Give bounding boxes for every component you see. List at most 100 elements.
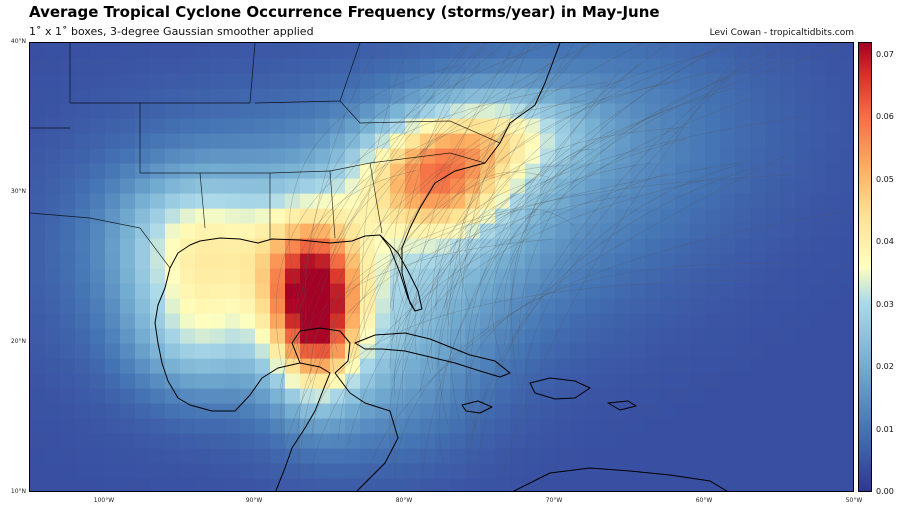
frequency-cell [435,388,451,404]
frequency-cell [795,418,811,434]
frequency-cell [90,268,106,284]
storm-track [363,43,750,340]
frequency-cell [705,58,721,74]
frequency-cell [795,73,811,89]
storm-track [435,127,686,311]
frequency-cell [585,223,601,239]
frequency-cell [45,178,61,194]
frequency-cell [360,418,376,434]
frequency-cell [690,463,706,479]
storm-track [459,70,717,307]
frequency-cell [750,403,766,419]
frequency-cell [495,163,511,179]
frequency-cell [585,178,601,194]
frequency-cell [255,118,271,134]
frequency-cell [315,178,331,194]
frequency-cell [510,478,526,491]
frequency-cell [135,478,151,491]
frequency-cell [240,328,256,344]
frequency-cell [645,313,661,329]
frequency-cell [735,208,751,224]
frequency-cell [660,418,676,434]
frequency-cell [810,178,826,194]
frequency-cell [330,43,346,59]
lon-tick-label: 50°W [845,497,863,504]
frequency-cell [180,118,196,134]
frequency-cell [750,118,766,134]
frequency-cell [420,463,436,479]
storm-track [280,72,552,445]
frequency-cell [555,193,571,209]
frequency-cell [60,448,76,464]
frequency-cell [285,358,301,374]
frequency-cell [465,118,481,134]
frequency-cell [345,88,361,104]
frequency-cell [780,208,796,224]
frequency-cell [240,58,256,74]
frequency-cell [75,43,91,59]
frequency-cell [735,313,751,329]
frequency-cell [210,358,226,374]
frequency-cell [30,388,46,404]
frequency-cell [645,253,661,269]
frequency-cell [210,193,226,209]
frequency-cell [750,268,766,284]
frequency-cell [780,133,796,149]
frequency-cell [420,88,436,104]
frequency-cell [75,403,91,419]
frequency-cell [450,448,466,464]
frequency-cell [630,163,646,179]
frequency-cell [360,148,376,164]
frequency-cell [180,358,196,374]
frequency-cell [165,133,181,149]
frequency-cell [585,193,601,209]
frequency-cell [45,133,61,149]
frequency-cell [810,358,826,374]
frequency-cell [360,448,376,464]
frequency-cell [360,403,376,419]
frequency-cell [405,178,421,194]
frequency-cell [495,253,511,269]
frequency-cell [825,43,841,59]
frequency-cell [300,103,316,119]
storm-track [304,84,432,359]
frequency-cell [705,118,721,134]
frequency-cell [705,433,721,449]
frequency-cell [765,178,781,194]
frequency-cell [840,478,853,491]
frequency-cell [300,223,316,239]
frequency-cell [615,133,631,149]
frequency-cell [690,103,706,119]
frequency-cell [690,403,706,419]
frequency-cell [330,118,346,134]
frequency-cell [300,238,316,254]
frequency-cell [705,403,721,419]
frequency-cell [840,43,853,59]
storm-track [331,43,595,372]
frequency-cell [375,313,391,329]
frequency-cell [390,223,406,239]
frequency-cell [45,298,61,314]
frequency-cell [375,343,391,359]
frequency-cell [570,193,586,209]
frequency-cell [690,58,706,74]
frequency-cell [540,433,556,449]
frequency-cell [795,433,811,449]
frequency-cell [255,223,271,239]
frequency-cell [570,88,586,104]
frequency-cell [780,73,796,89]
frequency-cell [150,268,166,284]
frequency-cell [210,313,226,329]
frequency-cell [60,88,76,104]
frequency-cell [540,103,556,119]
frequency-cell [585,478,601,491]
frequency-cell [330,388,346,404]
storm-track [460,57,554,358]
frequency-cell [300,313,316,329]
frequency-cell [345,118,361,134]
frequency-cell [735,238,751,254]
frequency-cell [825,238,841,254]
frequency-cell [300,118,316,134]
frequency-cell [345,148,361,164]
frequency-cell [840,208,853,224]
